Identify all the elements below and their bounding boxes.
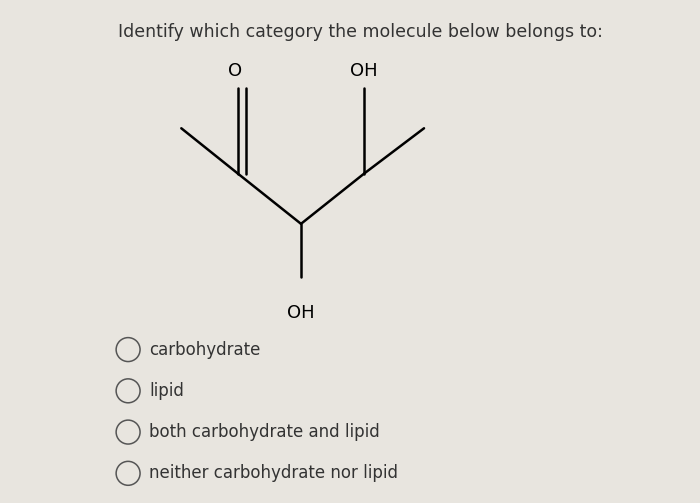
Text: OH: OH <box>287 304 315 322</box>
Text: neither carbohydrate nor lipid: neither carbohydrate nor lipid <box>149 464 398 482</box>
Text: lipid: lipid <box>149 382 184 400</box>
Text: O: O <box>228 62 242 80</box>
Text: carbohydrate: carbohydrate <box>149 341 261 359</box>
Text: both carbohydrate and lipid: both carbohydrate and lipid <box>149 423 380 441</box>
Text: Identify which category the molecule below belongs to:: Identify which category the molecule bel… <box>118 23 603 41</box>
Text: OH: OH <box>351 62 378 80</box>
